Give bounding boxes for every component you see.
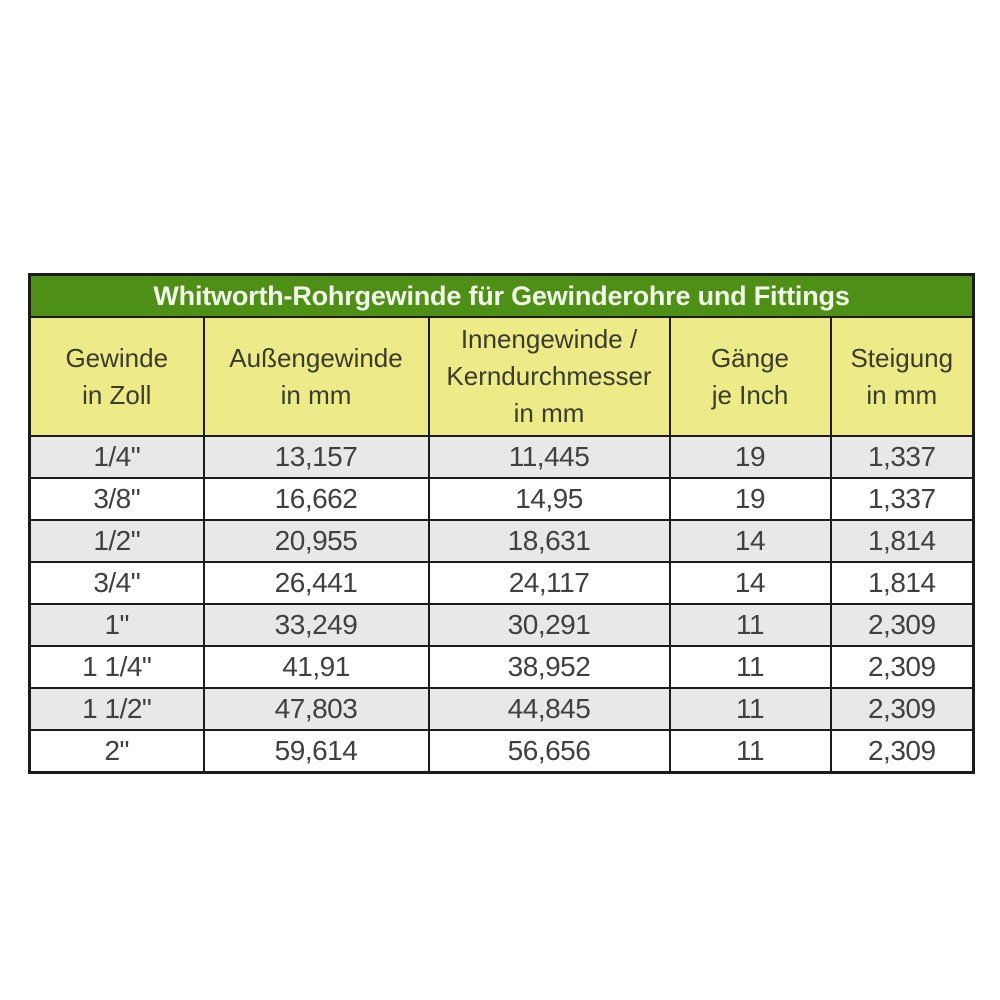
cell-gewinde: 1 1/2" [28,687,205,731]
cell-steigung: 2,309 [829,729,975,774]
table-row: 1/2" 20,955 18,631 14 1,814 [28,519,975,563]
table-row: 1 1/2" 47,803 44,845 11 2,309 [28,687,975,731]
cell-steigung: 2,309 [829,645,975,689]
header-line: in mm [866,379,938,410]
cell-gewinde: 1 1/4" [28,645,205,689]
header-row: Gewinde in Zoll Außengewinde in mm Innen… [28,316,975,437]
cell-aussengewinde: 47,803 [202,687,430,731]
cell-gewinde: 2" [28,729,205,774]
cell-gewinde: 3/4" [28,561,205,605]
cell-gaenge: 19 [668,477,832,521]
table-row: 1 1/4" 41,91 38,952 11 2,309 [28,645,975,689]
cell-aussengewinde: 41,91 [202,645,430,689]
cell-gaenge: 14 [668,519,832,563]
cell-gewinde: 1" [28,603,205,647]
cell-gaenge: 11 [668,729,832,774]
whitworth-thread-table: Whitworth-Rohrgewinde für Gewinderohre u… [28,273,976,774]
cell-aussengewinde: 13,157 [202,435,430,479]
table-row: 3/8" 16,662 14,95 19 1,337 [28,477,975,521]
cell-steigung: 2,309 [829,687,975,731]
cell-gaenge: 14 [668,561,832,605]
cell-gaenge: 11 [668,687,832,731]
cell-innengewinde: 18,631 [427,519,671,563]
column-header-steigung: Steigung in mm [829,316,975,437]
cell-innengewinde: 44,845 [427,687,671,731]
table-row: 3/4" 26,441 24,117 14 1,814 [28,561,975,605]
cell-aussengewinde: 59,614 [202,729,430,774]
header-line: Innengewinde / [460,324,638,354]
cell-steigung: 1,814 [829,519,975,563]
column-header-gewinde-in-zoll: Gewinde in Zoll [28,316,205,437]
cell-gaenge: 11 [668,603,832,647]
cell-gewinde: 3/8" [28,477,205,521]
cell-steigung: 1,814 [829,561,975,605]
cell-aussengewinde: 16,662 [202,477,430,521]
column-header-innengewinde-kerndurchmesser: Innengewinde / Kerndurchmesser in mm [427,316,671,437]
column-header-aussengewinde: Außengewinde in mm [202,316,430,437]
header-line: Kerndurchmesser [446,361,652,391]
header-line: in mm [513,398,585,428]
cell-aussengewinde: 33,249 [202,603,430,647]
cell-steigung: 1,337 [829,477,975,521]
header-line: Gänge [710,342,790,373]
table-row: 1/4" 13,157 11,445 19 1,337 [28,435,975,479]
cell-innengewinde: 24,117 [427,561,671,605]
cell-innengewinde: 11,445 [427,435,671,479]
cell-gaenge: 11 [668,645,832,689]
cell-innengewinde: 14,95 [427,477,671,521]
cell-gewinde: 1/2" [28,519,205,563]
header-line: je Inch [711,379,789,410]
header-line: Gewinde [65,342,169,373]
table-row: 1" 33,249 30,291 11 2,309 [28,603,975,647]
cell-innengewinde: 56,656 [427,729,671,774]
cell-innengewinde: 38,952 [427,645,671,689]
cell-steigung: 2,309 [829,603,975,647]
title-row: Whitworth-Rohrgewinde für Gewinderohre u… [28,273,975,318]
header-line: Steigung [850,342,954,373]
cell-aussengewinde: 20,955 [202,519,430,563]
table-row: 2" 59,614 56,656 11 2,309 [28,729,975,774]
header-line: in mm [280,379,352,410]
cell-gaenge: 19 [668,435,832,479]
table-title: Whitworth-Rohrgewinde für Gewinderohre u… [28,273,975,318]
cell-gewinde: 1/4" [28,435,205,479]
cell-innengewinde: 30,291 [427,603,671,647]
column-header-gaenge-je-inch: Gänge je Inch [668,316,832,437]
cell-steigung: 1,337 [829,435,975,479]
header-line: Außengewinde [229,342,403,373]
cell-aussengewinde: 26,441 [202,561,430,605]
header-line: in Zoll [82,379,152,410]
